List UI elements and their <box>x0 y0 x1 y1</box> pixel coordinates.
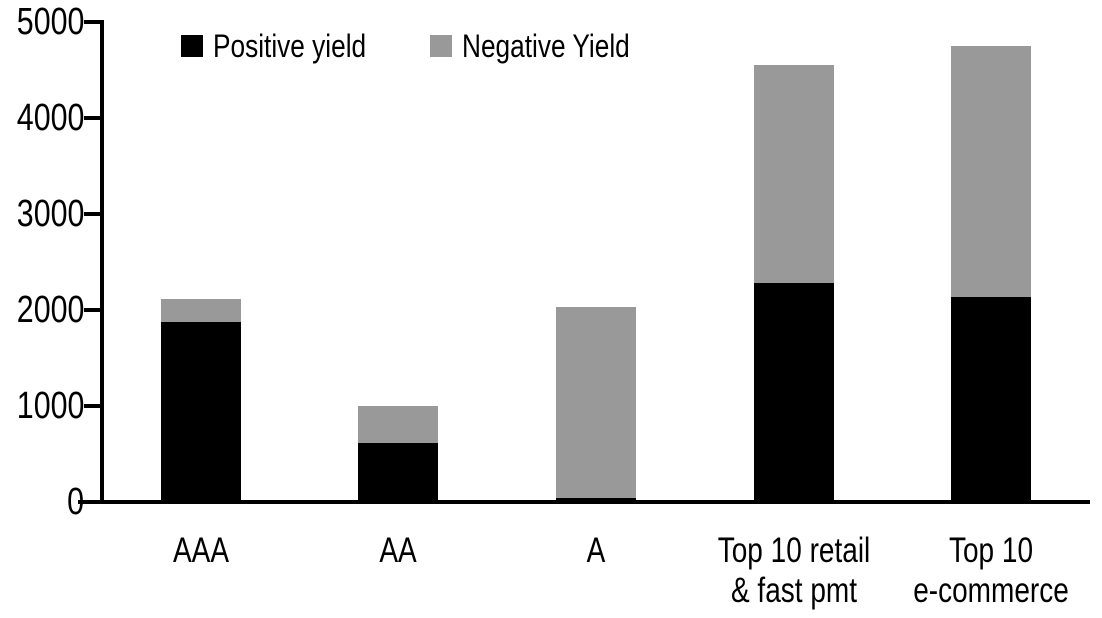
y-axis-tick-label: 3000 <box>16 193 85 235</box>
x-axis-label: Top 10 e-commerce <box>913 531 1069 610</box>
bar-segment-positive-yield <box>160 321 241 503</box>
y-axis-tick-mark <box>84 404 100 408</box>
legend-item-negative-yield: Negative Yield <box>429 28 667 64</box>
bar-segment-positive-yield <box>951 296 1032 503</box>
bar-segment-negative-yield <box>160 299 241 322</box>
bar-segment-positive-yield <box>556 498 636 503</box>
bar-segment-positive-yield <box>753 283 834 503</box>
bar-stack-a <box>556 307 636 503</box>
bar-stack-top-10-retail <box>753 65 834 503</box>
legend-swatch-positive-yield <box>181 35 203 57</box>
y-axis-tick-mark <box>84 20 100 24</box>
x-axis-label: AAA <box>172 531 229 570</box>
bar-stack-aaa <box>160 299 241 503</box>
y-axis-tick-mark <box>84 308 100 312</box>
x-axis-label: Top 10 retail & fast pmt <box>717 531 870 610</box>
bar-stack-aa <box>358 406 439 503</box>
legend-label-positive-yield: Positive yield <box>213 28 367 64</box>
y-axis-tick-label: 0 <box>67 481 84 523</box>
y-axis-tick-mark <box>84 212 100 216</box>
bar-segment-negative-yield <box>556 307 636 499</box>
legend-label-negative-yield: Negative Yield <box>461 28 630 64</box>
y-axis-tick-label: 1000 <box>16 385 85 427</box>
legend: Positive yield Negative Yield <box>181 28 666 64</box>
legend-item-positive-yield: Positive yield <box>181 28 400 64</box>
bar-segment-positive-yield <box>358 443 439 503</box>
bar-stack-top-10 <box>951 46 1032 503</box>
x-axis-label: AA <box>379 531 418 570</box>
y-axis-line <box>100 20 104 504</box>
bar-segment-negative-yield <box>753 65 834 284</box>
y-axis-tick-mark <box>84 116 100 120</box>
y-axis-tick-label: 2000 <box>16 289 85 331</box>
bar-segment-negative-yield <box>358 406 439 444</box>
legend-swatch-negative-yield <box>429 35 452 57</box>
y-axis-tick-label: 5000 <box>16 1 85 43</box>
y-axis-tick-label: 4000 <box>16 97 85 139</box>
bar-segment-negative-yield <box>951 46 1032 297</box>
x-axis-label: A <box>586 531 606 570</box>
